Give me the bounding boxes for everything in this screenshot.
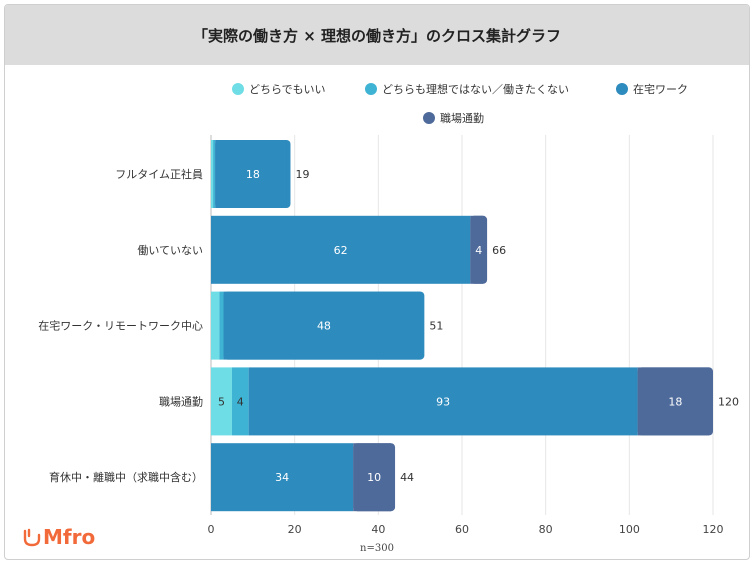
legend-marker	[616, 83, 628, 95]
x-tick-label: 100	[619, 523, 640, 536]
bar-segment	[211, 140, 214, 208]
legend-marker	[423, 112, 435, 124]
segment-value-label: 10	[367, 471, 381, 484]
chart-title: 「実際の働き方 × 理想の働き方」のクロス集計グラフ	[192, 26, 561, 45]
legend-label: 在宅ワーク	[633, 82, 688, 96]
bar-chart: 0 20 40 60 80 100 120どちらでもいい どちらも理想ではない／働きたくない在…	[38, 82, 739, 536]
x-tick-label: 0	[208, 523, 215, 536]
segment-value-label: 4	[475, 244, 482, 257]
total-value-label: 44	[400, 471, 414, 484]
bar-segment	[211, 443, 354, 512]
segment-value-label: 18	[668, 395, 682, 408]
segment-value-label: 34	[275, 471, 289, 484]
category-label: 職場通勤	[159, 395, 203, 408]
chart-card: 「実際の働き方 × 理想の働き方」のクロス集計グラフ 0 20 40 60 80 100 1…	[4, 4, 750, 560]
segment-value-label: 48	[317, 320, 331, 333]
x-tick-label: 60	[455, 523, 469, 536]
x-tick-label: 120	[703, 523, 724, 536]
legend-label: どちらでもいい	[249, 83, 325, 96]
bar-segment	[213, 140, 216, 208]
total-value-label: 120	[718, 395, 739, 408]
category-label: 育休中・離職中（求職中含む）	[49, 470, 203, 484]
brand-logo: Mfro	[23, 525, 95, 549]
sample-size-note: n=300	[360, 543, 394, 554]
total-value-label: 66	[492, 244, 506, 257]
bar-segment-fill	[637, 367, 709, 436]
segment-value-label: 5	[218, 395, 225, 408]
bar-segment-fill	[215, 140, 287, 208]
total-value-label: 19	[295, 168, 309, 181]
x-tick-label: 20	[288, 523, 302, 536]
segment-value-label: 4	[237, 395, 244, 408]
bar-segment-fill	[353, 443, 392, 512]
segment-value-label: 62	[334, 244, 348, 257]
bar-segment	[211, 367, 232, 436]
bar-segment	[231, 367, 249, 436]
total-value-label: 51	[429, 320, 443, 333]
legend-label: どちらも理想ではない／働きたくない	[382, 82, 569, 96]
legend-marker	[232, 83, 244, 95]
segment-value-label: 93	[436, 395, 450, 408]
x-tick-label: 80	[539, 523, 553, 536]
bar-segment	[248, 367, 638, 436]
category-label: 働いていない	[137, 244, 203, 257]
heart-outline-icon	[23, 528, 41, 547]
category-label: 在宅ワーク・リモートワーク中心	[38, 319, 203, 333]
bar-segment	[211, 291, 220, 360]
x-tick-label: 40	[371, 523, 385, 536]
title-bar: 「実際の働き方 × 理想の働き方」のクロス集計グラフ	[5, 5, 749, 65]
bar-segment-fill	[470, 215, 484, 284]
bar-segment-fill	[223, 291, 421, 360]
bar-segment	[211, 215, 471, 284]
segment-value-label: 18	[246, 168, 260, 181]
bar-segment	[219, 291, 224, 360]
legend-marker	[365, 83, 377, 95]
logo-text: Mfro	[43, 525, 96, 549]
category-label: フルタイム正社員	[115, 167, 203, 181]
legend-label: 職場通勤	[440, 112, 484, 125]
